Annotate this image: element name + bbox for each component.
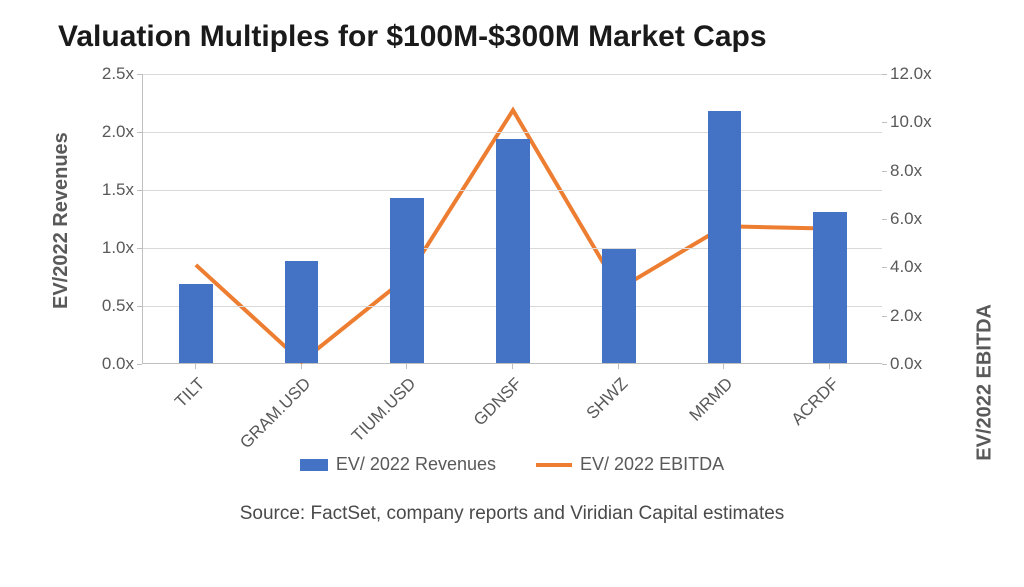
ytick-label-left: 2.0x [102, 123, 134, 140]
ytick-label-right: 2.0x [890, 307, 922, 324]
xtick-mark [512, 364, 513, 369]
ytick-mark-right [882, 219, 887, 220]
bar [390, 198, 424, 363]
bar [285, 261, 319, 363]
ytick-label-left: 2.5x [102, 65, 134, 82]
ytick-mark-left [137, 74, 142, 75]
xtick-label: SHWZ [547, 374, 632, 459]
ytick-label-left: 0.0x [102, 355, 134, 372]
ytick-mark-left [137, 306, 142, 307]
legend: EV/ 2022 Revenues EV/ 2022 EBITDA [30, 454, 994, 475]
xtick-mark [829, 364, 830, 369]
ytick-mark-left [137, 190, 142, 191]
bar [602, 249, 636, 363]
chart-zone: EV/2022 Revenues EV/2022 EBITDA 0.0x0.5x… [32, 64, 992, 444]
chart-container: Valuation Multiples for $100M-$300M Mark… [0, 0, 1024, 587]
legend-swatch-bar [300, 459, 328, 471]
ytick-mark-right [882, 74, 887, 75]
ytick-mark-right [882, 122, 887, 123]
xtick-label: TIUM.USD [336, 374, 421, 459]
left-axis-title: EV/2022 Revenues [50, 132, 73, 309]
bar [813, 212, 847, 363]
xtick-label: GDNSF [441, 374, 526, 459]
ytick-label-left: 1.5x [102, 181, 134, 198]
ytick-label-left: 0.5x [102, 297, 134, 314]
bar [496, 139, 530, 363]
ytick-label-right: 6.0x [890, 210, 922, 227]
legend-label-line: EV/ 2022 EBITDA [580, 454, 724, 475]
xtick-label: ACRDF [758, 374, 843, 459]
xtick-label: GRAM.USD [230, 374, 315, 459]
xtick-label: MRMD [653, 374, 738, 459]
ytick-label-right: 0.0x [890, 355, 922, 372]
xtick-label: TILT [124, 374, 209, 459]
bar [179, 284, 213, 363]
ytick-mark-right [882, 171, 887, 172]
xtick-mark [618, 364, 619, 369]
ytick-mark-right [882, 364, 887, 365]
ytick-mark-right [882, 316, 887, 317]
ytick-mark-left [137, 364, 142, 365]
xtick-mark [301, 364, 302, 369]
legend-label-bar: EV/ 2022 Revenues [336, 454, 496, 475]
chart-title: Valuation Multiples for $100M-$300M Mark… [58, 20, 994, 54]
ytick-label-left: 1.0x [102, 239, 134, 256]
ytick-label-right: 12.0x [890, 65, 932, 82]
gridline [143, 132, 882, 133]
ytick-label-right: 10.0x [890, 113, 932, 130]
legend-swatch-line [536, 463, 572, 467]
right-axis-title: EV/2022 EBITDA [974, 304, 997, 461]
ytick-label-right: 8.0x [890, 162, 922, 179]
ytick-mark-left [137, 248, 142, 249]
gridline [143, 74, 882, 75]
ytick-label-right: 4.0x [890, 258, 922, 275]
ytick-mark-right [882, 267, 887, 268]
legend-item-line: EV/ 2022 EBITDA [536, 454, 724, 475]
bar [708, 111, 742, 363]
xtick-mark [723, 364, 724, 369]
xtick-mark [406, 364, 407, 369]
ytick-mark-left [137, 132, 142, 133]
source-line: Source: FactSet, company reports and Vir… [30, 503, 994, 525]
legend-item-bar: EV/ 2022 Revenues [300, 454, 496, 475]
xtick-mark [195, 364, 196, 369]
plot-area [142, 74, 882, 364]
